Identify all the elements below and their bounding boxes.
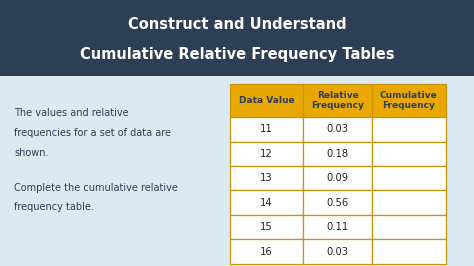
Text: 0.03: 0.03 — [327, 124, 349, 134]
Bar — [372, 215, 446, 239]
Text: 13: 13 — [260, 173, 273, 183]
Bar — [303, 166, 372, 190]
Text: 14: 14 — [260, 198, 273, 208]
Text: Cumulative Relative Frequency Tables: Cumulative Relative Frequency Tables — [80, 47, 394, 62]
Bar — [303, 117, 372, 142]
Text: Relative
Frequency: Relative Frequency — [311, 91, 364, 110]
Bar — [303, 190, 372, 215]
Bar — [303, 239, 372, 264]
Text: Cumulative
Frequency: Cumulative Frequency — [380, 91, 438, 110]
Text: The values and relative: The values and relative — [14, 108, 129, 118]
Text: Complete the cumulative relative: Complete the cumulative relative — [14, 182, 178, 193]
Bar — [372, 84, 446, 117]
Bar — [303, 84, 372, 117]
Text: 15: 15 — [260, 222, 273, 232]
Bar — [230, 215, 303, 239]
Text: frequencies for a set of data are: frequencies for a set of data are — [14, 128, 171, 138]
Text: 0.56: 0.56 — [327, 198, 349, 208]
Bar — [230, 190, 303, 215]
Text: 12: 12 — [260, 149, 273, 159]
Bar — [230, 166, 303, 190]
Bar — [372, 190, 446, 215]
Bar — [0, 0, 474, 76]
Bar — [303, 215, 372, 239]
Bar — [230, 142, 303, 166]
Bar — [372, 166, 446, 190]
Bar — [372, 142, 446, 166]
Bar — [230, 117, 303, 142]
Text: 0.03: 0.03 — [327, 247, 349, 257]
Text: 16: 16 — [260, 247, 273, 257]
Text: Construct and Understand: Construct and Understand — [128, 17, 346, 32]
Text: Data Value: Data Value — [239, 96, 294, 105]
Text: 11: 11 — [260, 124, 273, 134]
Bar — [372, 239, 446, 264]
Text: 0.11: 0.11 — [327, 222, 349, 232]
Bar — [303, 142, 372, 166]
Bar — [230, 239, 303, 264]
Text: 0.09: 0.09 — [327, 173, 349, 183]
Text: shown.: shown. — [14, 148, 49, 158]
Text: 0.18: 0.18 — [327, 149, 349, 159]
Text: frequency table.: frequency table. — [14, 202, 94, 213]
Bar — [230, 84, 303, 117]
Bar — [372, 117, 446, 142]
